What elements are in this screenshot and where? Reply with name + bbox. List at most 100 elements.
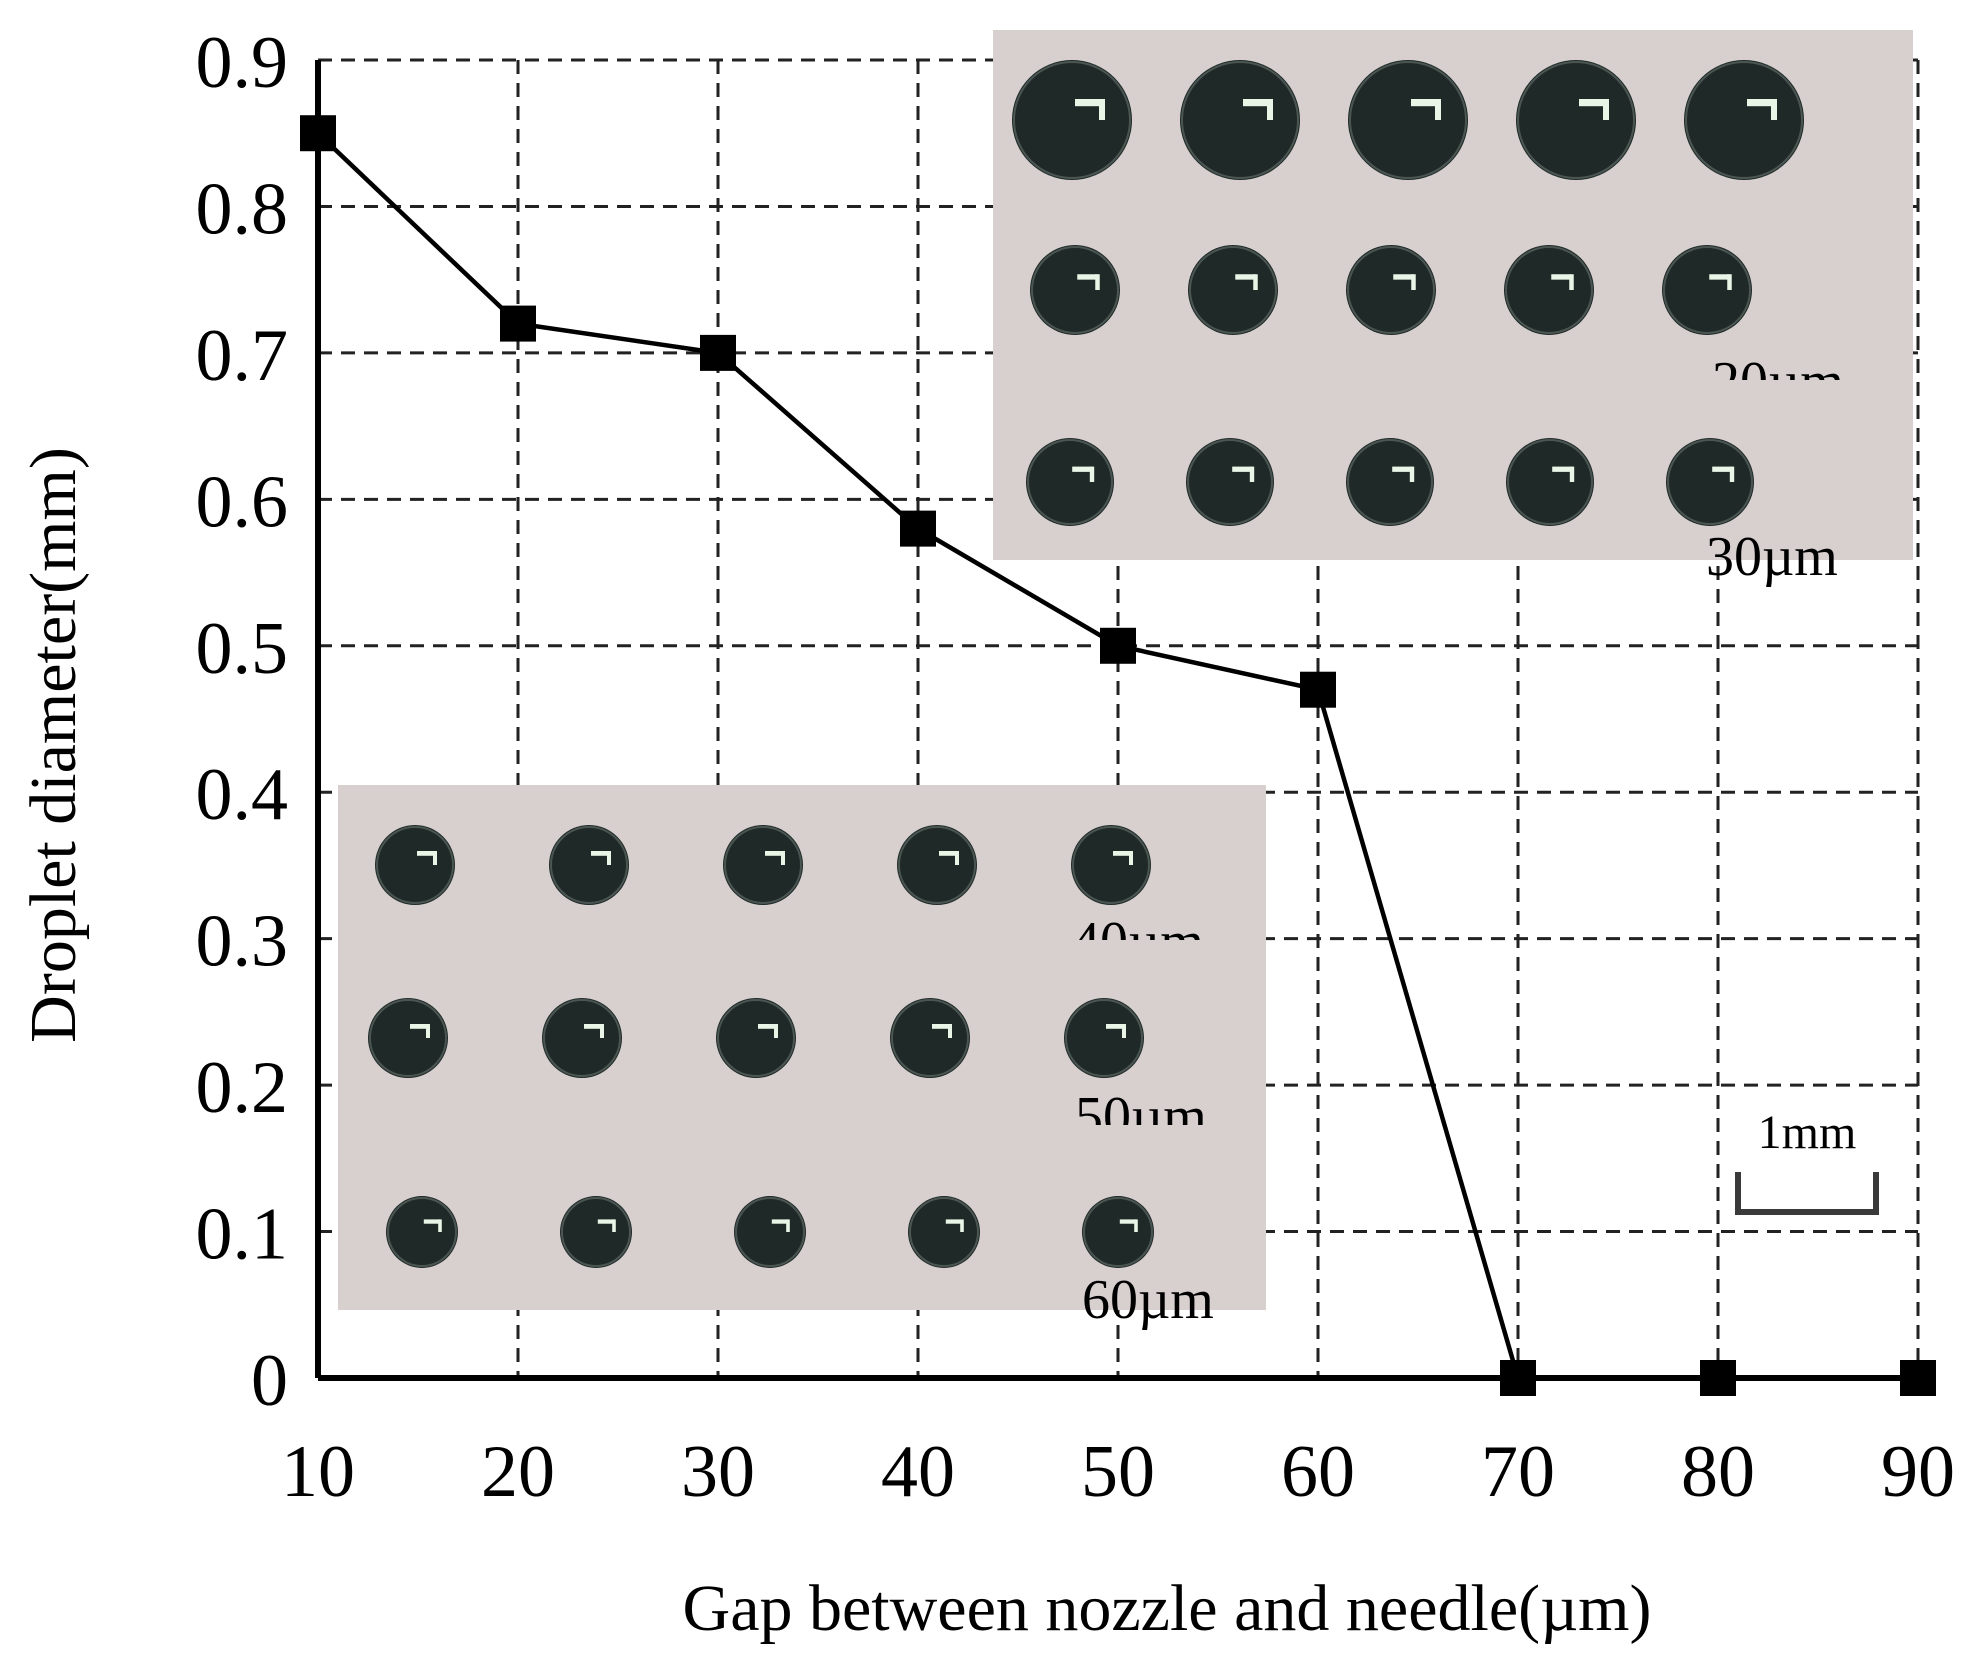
droplet-rim [891, 999, 969, 1077]
droplet-highlight [1249, 466, 1255, 482]
droplet-highlight [1569, 466, 1575, 482]
droplet-photo [723, 825, 803, 905]
data-point-marker [300, 115, 336, 152]
droplet-highlight [597, 1219, 614, 1224]
droplet-photo [1666, 438, 1754, 526]
droplet-photo [1180, 60, 1300, 180]
droplet-rim [550, 826, 628, 904]
droplet-body [1186, 438, 1274, 526]
droplet-rim [561, 1197, 631, 1267]
droplet-rim [1663, 246, 1751, 334]
droplet-body [542, 998, 622, 1078]
droplet-highlight [1603, 99, 1609, 120]
droplet-body [375, 825, 455, 905]
droplet-highlight [1232, 466, 1252, 472]
droplet-highlight [1119, 1219, 1136, 1224]
y-tick-label: 0.3 [196, 901, 289, 983]
droplet-photo [1506, 438, 1594, 526]
droplet-highlight [1106, 1024, 1124, 1029]
data-point-marker [900, 510, 936, 547]
data-point-marker [700, 334, 736, 371]
droplet-photo [734, 1196, 806, 1268]
droplet-rim [1505, 246, 1593, 334]
scale-bar: 1mm [1735, 1106, 1879, 1215]
droplet-photo [1662, 245, 1752, 335]
droplet-body [1026, 438, 1114, 526]
y-tick-label: 0.5 [196, 608, 289, 690]
droplet-highlight [1569, 274, 1574, 290]
droplet-rim [1013, 61, 1131, 179]
inset-bottom-left: 40µm50µm60µm [338, 785, 1266, 1331]
droplet-body [1506, 438, 1594, 526]
data-point-marker [1300, 671, 1336, 708]
droplet-body [890, 998, 970, 1078]
droplet-photo [1348, 60, 1468, 180]
droplet-highlight [781, 851, 785, 865]
droplet-highlight [612, 1219, 616, 1232]
droplet-rim [724, 826, 802, 904]
droplet-body [1030, 245, 1120, 335]
x-tick-label: 80 [1681, 1431, 1755, 1513]
droplet-photo [1346, 438, 1434, 526]
inset-top-right: 10µm20µm30µm [993, 30, 1913, 588]
droplet-highlight [410, 1024, 428, 1029]
droplet-body [386, 1196, 458, 1268]
droplet-highlight [771, 1219, 788, 1224]
x-tick-label: 40 [881, 1431, 955, 1513]
droplet-rim [1349, 61, 1467, 179]
droplet-highlight [1579, 99, 1606, 107]
droplet-photo-insets: 10µm20µm30µm 40µm50µm60µm 1mm [338, 30, 1913, 1331]
droplet-highlight [1709, 274, 1730, 280]
droplet-highlight [1727, 274, 1732, 290]
y-axis-title: Droplet diameter(mm) [17, 447, 90, 1043]
droplet-body [908, 1196, 980, 1268]
droplet-photo [368, 998, 448, 1078]
droplet-rim [1027, 439, 1113, 525]
scale-bar-line [1735, 1172, 1879, 1215]
droplet-highlight [1077, 274, 1098, 280]
droplet-body [897, 825, 977, 905]
inset-strip [993, 380, 1913, 560]
data-point-marker [500, 305, 536, 342]
droplet-rim [387, 1197, 457, 1267]
droplet-photo [1082, 1196, 1154, 1268]
droplet-highlight [955, 851, 959, 865]
droplet-body [1516, 60, 1636, 180]
droplet-body [1684, 60, 1804, 180]
x-tick-label: 60 [1281, 1431, 1355, 1513]
droplet-photo [1346, 245, 1436, 335]
droplet-body [1348, 60, 1468, 180]
droplet-highlight [1435, 99, 1441, 120]
droplet-photo [542, 998, 622, 1078]
droplet-highlight [960, 1219, 964, 1232]
droplet-body [1012, 60, 1132, 180]
x-axis-title: Gap between nozzle and needle(µm) [683, 1572, 1652, 1645]
y-tick-label: 0.2 [196, 1047, 289, 1129]
droplet-highlight [1243, 99, 1270, 107]
y-tick-label: 0.1 [196, 1194, 289, 1276]
droplet-photo [890, 998, 970, 1078]
droplet-photo [1026, 438, 1114, 526]
droplet-body [1180, 60, 1300, 180]
data-point-marker [1700, 1360, 1736, 1396]
droplet-highlight [786, 1219, 790, 1232]
droplet-rim [1685, 61, 1803, 179]
data-point-marker [1500, 1360, 1536, 1396]
droplet-highlight [1551, 274, 1572, 280]
droplet-highlight [1122, 1024, 1126, 1038]
x-tick-label: 10 [281, 1431, 355, 1513]
droplet-rim [376, 826, 454, 904]
droplet-body [716, 998, 796, 1078]
y-tick-label: 0.7 [196, 315, 289, 397]
droplet-highlight [1552, 466, 1572, 472]
droplet-rim [543, 999, 621, 1077]
droplet-highlight [584, 1024, 602, 1029]
droplet-highlight [1409, 466, 1415, 482]
droplet-highlight [1712, 466, 1732, 472]
droplet-highlight [1095, 274, 1100, 290]
y-tick-label: 0.8 [196, 168, 289, 250]
droplet-highlight [423, 1219, 440, 1224]
droplet-photo [375, 825, 455, 905]
droplet-highlight [1099, 99, 1105, 120]
